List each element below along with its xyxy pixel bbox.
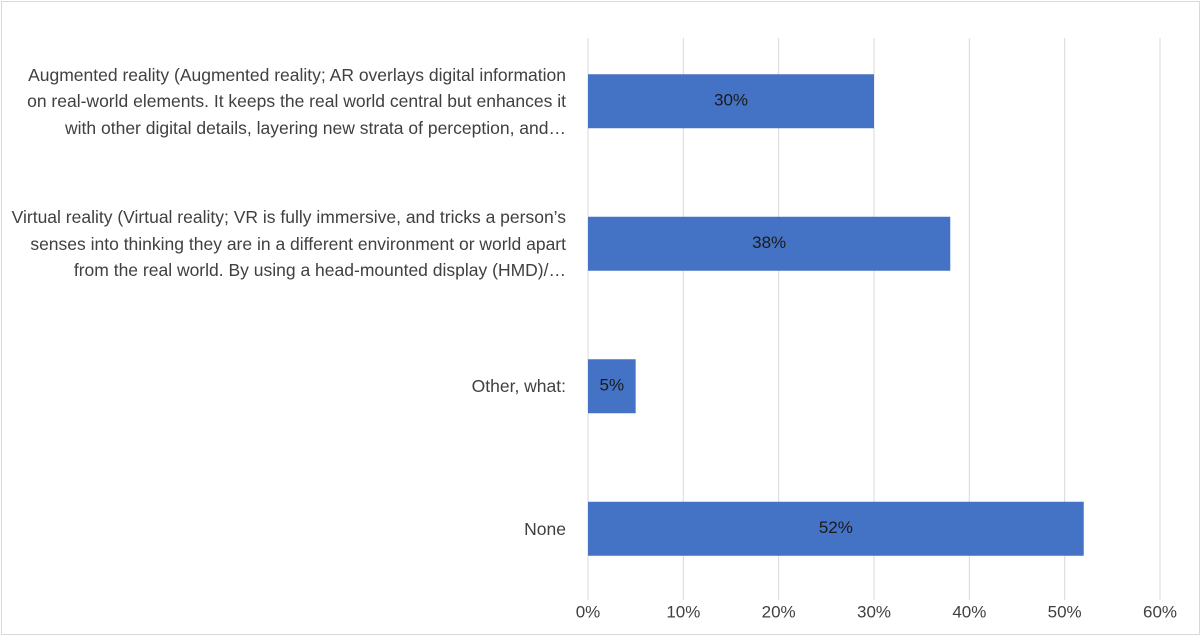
value-label: 5% [600, 376, 625, 395]
x-tick-label: 0% [576, 602, 601, 621]
value-label: 38% [752, 233, 786, 252]
y-tick-label: Other, what: [471, 376, 566, 396]
bar [588, 216, 951, 271]
x-tick-label: 10% [666, 602, 700, 621]
bar [588, 359, 636, 414]
x-tick-label: 50% [1048, 602, 1082, 621]
value-label: 30% [714, 91, 748, 110]
x-tick-label: 20% [762, 602, 796, 621]
y-tick-label: Augmented reality (Augmented reality; AR… [27, 64, 566, 138]
value-label: 52% [819, 518, 853, 537]
x-tick-label: 40% [952, 602, 986, 621]
bar [588, 74, 874, 129]
bar [588, 501, 1084, 556]
x-tick-label: 60% [1143, 602, 1177, 621]
y-tick-label: Virtual reality (Virtual reality; VR is … [11, 207, 566, 280]
x-tick-label: 30% [857, 602, 891, 621]
y-tick-label: None [524, 518, 566, 539]
